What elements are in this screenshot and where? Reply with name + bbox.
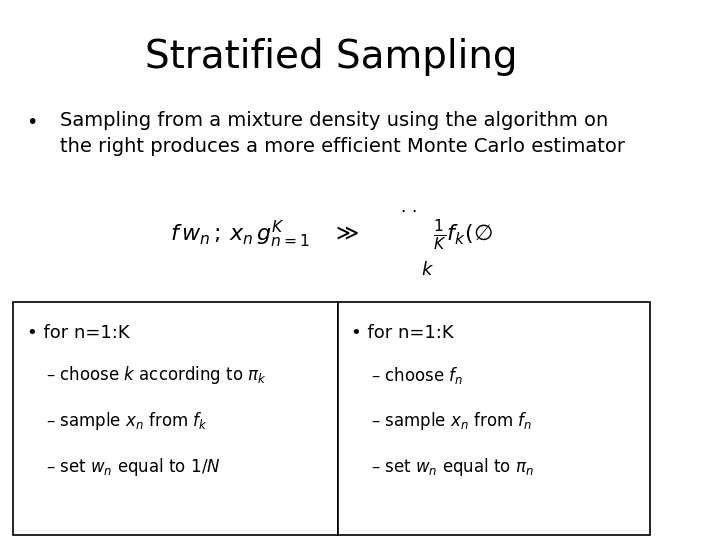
Text: Stratified Sampling: Stratified Sampling — [145, 38, 518, 76]
Text: $\cdot\,\cdot$: $\cdot\,\cdot$ — [400, 201, 417, 220]
Text: – choose $f_n$: – choose $f_n$ — [371, 364, 464, 386]
Text: $f\,w_n\,;\,x_n\,g_{n=1}^{K}$   $\gg$          $\frac{1}{K}f_k(\emptyset$: $f\,w_n\,;\,x_n\,g_{n=1}^{K}$ $\gg$ $\fr… — [170, 218, 492, 252]
Text: – sample $x_n$ from $f_k$: – sample $x_n$ from $f_k$ — [46, 410, 208, 433]
FancyBboxPatch shape — [338, 302, 649, 535]
Text: $k$: $k$ — [421, 261, 434, 279]
Text: – set $w_n$ equal to $1/N$: – set $w_n$ equal to $1/N$ — [46, 456, 221, 478]
Text: – set $w_n$ equal to $\pi_n$: – set $w_n$ equal to $\pi_n$ — [371, 456, 534, 478]
Text: •: • — [27, 113, 38, 132]
Text: • for n=1:K: • for n=1:K — [351, 324, 454, 342]
FancyBboxPatch shape — [13, 302, 338, 535]
Text: – choose $k$ according to $\pi_k$: – choose $k$ according to $\pi_k$ — [46, 364, 267, 387]
Text: Sampling from a mixture density using the algorithm on
the right produces a more: Sampling from a mixture density using th… — [60, 111, 625, 156]
Text: • for n=1:K: • for n=1:K — [27, 324, 129, 342]
Text: – sample $x_n$ from $f_n$: – sample $x_n$ from $f_n$ — [371, 410, 532, 433]
